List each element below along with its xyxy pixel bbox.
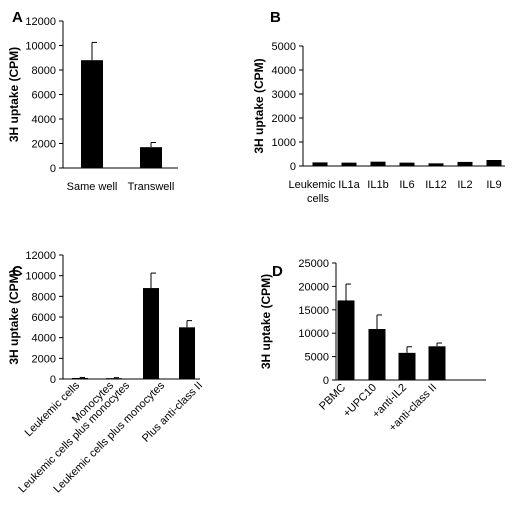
panel-b-category-label: Leukemic cells	[288, 179, 336, 205]
panel-c-y-tick-label: 2000	[32, 353, 56, 365]
panel-d-bar	[398, 352, 416, 380]
panel-a-bar	[140, 147, 162, 168]
panel-d-letter: D	[272, 263, 283, 280]
panel-a-y-tick-label: 2000	[32, 139, 56, 151]
panel-a-y-tick-label: 6000	[32, 90, 56, 102]
panel-b-bar	[312, 162, 328, 166]
panel-d-bar	[337, 300, 355, 380]
panel-b-y-tick-label: 3000	[272, 89, 296, 101]
panel-b-category-label: IL6	[399, 179, 414, 191]
panel-d-y-tick-label: 15000	[298, 305, 329, 317]
panel-d-bar	[428, 346, 446, 380]
panel-c-y-tick-label: 10000	[25, 271, 56, 283]
panel-d-y-tick-label: 10000	[298, 328, 329, 340]
panel-b-y-tick-label: 1000	[272, 137, 296, 149]
panel-b-category-label: IL9	[486, 179, 501, 191]
panel-c-bar	[143, 288, 159, 379]
panel-a-y-tick-label: 8000	[32, 65, 56, 77]
panel-d-y-tick-label: 20000	[298, 281, 329, 293]
panel-c-bar	[72, 377, 88, 379]
panel-b-letter: B	[270, 9, 281, 26]
panel-a-category-label: Transwell	[128, 181, 175, 193]
panel-a-bar	[81, 60, 103, 169]
panel-b-y-tick-label: 4000	[272, 65, 296, 77]
panel-c-y-tick-label: 4000	[32, 333, 56, 345]
panel-a-y-tick-label: 4000	[32, 114, 56, 126]
panel-c-y-tick-label: 0	[50, 374, 56, 386]
panel-b-bar	[428, 163, 444, 166]
panel-c-y-axis-label: 3H uptake (CPM)	[7, 269, 21, 364]
panel-d-y-tick-label: 25000	[298, 258, 329, 270]
panel-b-category-label: IL1a	[338, 179, 360, 191]
panel-d-y-tick-label: 5000	[305, 352, 329, 364]
panel-d-y-axis-label: 3H uptake (CPM)	[259, 274, 273, 369]
panel-c-y-tick-label: 12000	[25, 250, 56, 262]
panel-b-category-label: IL12	[425, 179, 446, 191]
panel-a-category-label: Same well	[67, 181, 118, 193]
panel-b-y-tick-label: 0	[290, 161, 296, 173]
panel-b-y-tick-label: 2000	[272, 113, 296, 125]
panel-a-letter: A	[12, 9, 23, 26]
panel-b-y-tick-label: 5000	[272, 41, 296, 53]
panel-c-y-tick-label: 8000	[32, 291, 56, 303]
panel-b-bar	[457, 161, 473, 166]
panel-d-y-tick-label: 0	[323, 375, 329, 387]
panel-c-bar	[106, 378, 122, 380]
panel-a-y-tick-label: 12000	[25, 16, 56, 28]
panel-b-bar	[341, 162, 357, 166]
panel-a-y-tick-label: 0	[50, 163, 56, 175]
panel-b-bar	[370, 161, 386, 166]
panel-c-y-tick-label: 6000	[32, 312, 56, 324]
panel-a-y-tick-label: 10000	[25, 41, 56, 53]
panel-c-bar	[179, 327, 195, 379]
panel-b-bar	[486, 160, 502, 166]
panel-c-letter: C	[12, 263, 23, 280]
panel-b-category-label: IL1b	[367, 179, 388, 191]
panel-b-y-axis-label: 3H uptake (CPM)	[252, 58, 266, 153]
panel-a-y-axis-label: 3H uptake (CPM)	[7, 47, 21, 142]
panel-d-bar	[368, 328, 386, 380]
panel-b-category-label: IL2	[457, 179, 472, 191]
panel-b-bar	[399, 162, 415, 166]
